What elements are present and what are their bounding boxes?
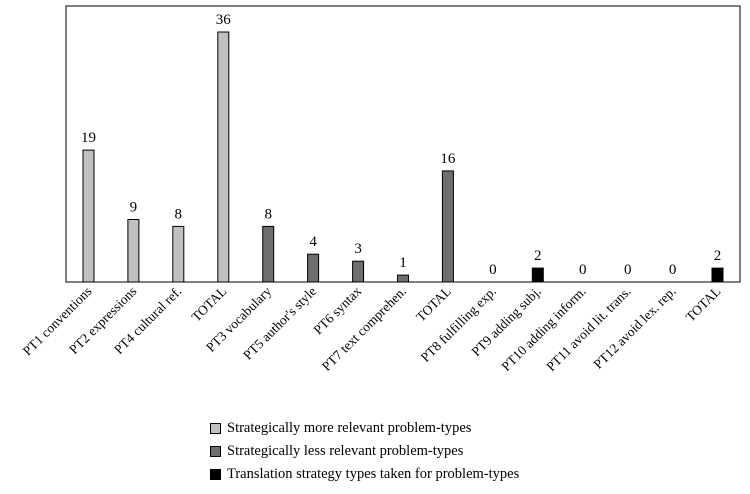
data-label-8: 1 [399, 255, 407, 271]
bar-15 [711, 267, 724, 283]
data-label-7: 3 [354, 241, 362, 257]
x-tick-label-8: PT7 text comprehen. [319, 284, 409, 374]
data-label-2: 9 [130, 200, 138, 216]
legend-item-less-relevant: Strategically less relevant problem-type… [210, 440, 519, 463]
bar-1 [82, 149, 95, 283]
x-tick-label-9: TOTAL [413, 284, 454, 325]
bar-3 [172, 225, 185, 283]
x-tick-label-13: PT11 avoid lit. trans. [543, 284, 634, 375]
legend-swatch-less-relevant [210, 446, 221, 457]
bar-6 [307, 253, 320, 283]
legend-swatch-more-relevant [210, 423, 221, 434]
bar-8 [397, 274, 409, 283]
bar-9 [441, 170, 454, 283]
legend-label-strategy-types: Translation strategy types taken for pro… [227, 466, 520, 482]
legend-swatch-strategy-types [210, 469, 221, 480]
data-label-14: 0 [669, 262, 677, 278]
data-label-9: 16 [440, 151, 456, 167]
data-label-6: 4 [309, 234, 317, 250]
data-label-11: 2 [534, 248, 542, 264]
legend: Strategically more relevant problem-type… [210, 417, 519, 486]
data-label-4: 36 [216, 12, 232, 28]
bar-2 [127, 219, 140, 283]
legend-label-more-relevant: Strategically more relevant problem-type… [227, 420, 472, 436]
x-tick-label-15: TOTAL [683, 284, 724, 325]
data-label-3: 8 [175, 206, 183, 222]
x-tick-label-4: TOTAL [188, 284, 229, 325]
data-label-13: 0 [624, 262, 632, 278]
bar-5 [262, 225, 275, 283]
data-label-15: 2 [714, 248, 722, 264]
bar-4 [217, 31, 230, 283]
data-label-5: 8 [264, 206, 272, 222]
data-label-10: 0 [489, 262, 497, 278]
bar-7 [352, 260, 365, 283]
data-label-12: 0 [579, 262, 587, 278]
legend-label-less-relevant: Strategically less relevant problem-type… [227, 443, 464, 459]
plot-area [65, 5, 741, 283]
legend-item-more-relevant: Strategically more relevant problem-type… [210, 417, 519, 440]
bar-11 [531, 267, 544, 283]
legend-item-strategy-types: Translation strategy types taken for pro… [210, 463, 519, 486]
data-label-1: 19 [81, 130, 96, 146]
x-tick-label-12: PT10 adding inform. [498, 284, 588, 374]
x-tick-label-14: PT12 avoid lex. rep. [590, 284, 678, 372]
